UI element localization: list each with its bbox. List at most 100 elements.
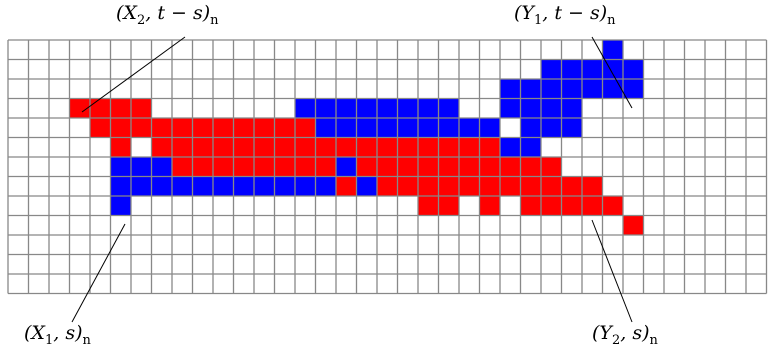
empty-cell	[28, 215, 49, 235]
blue-cell	[561, 79, 582, 99]
empty-cell	[725, 157, 746, 177]
empty-cell	[172, 196, 193, 216]
red-cell	[295, 118, 316, 138]
empty-cell	[479, 59, 500, 79]
red-cell	[459, 137, 480, 157]
empty-cell	[192, 40, 213, 60]
empty-cell	[664, 254, 685, 274]
empty-cell	[172, 59, 193, 79]
red-cell	[602, 196, 623, 216]
empty-cell	[725, 235, 746, 255]
empty-cell	[500, 59, 521, 79]
red-cell	[561, 176, 582, 196]
empty-cell	[90, 176, 111, 196]
empty-cell	[254, 59, 275, 79]
blue-cell	[397, 118, 418, 138]
empty-cell	[418, 40, 439, 60]
blue-cell	[377, 98, 398, 118]
grid-lines	[7, 39, 768, 295]
empty-cell	[49, 137, 70, 157]
empty-cell	[377, 59, 398, 79]
empty-cell	[541, 235, 562, 255]
empty-cell	[90, 157, 111, 177]
empty-cell	[131, 196, 152, 216]
empty-cell	[746, 196, 767, 216]
empty-cell	[746, 157, 767, 177]
empty-cell	[49, 215, 70, 235]
empty-cell	[602, 235, 623, 255]
blue-cell	[110, 196, 131, 216]
blue-cell	[520, 118, 541, 138]
empty-cell	[131, 274, 152, 294]
label-x1-s: (X1, s)n	[24, 322, 91, 348]
empty-cell	[28, 235, 49, 255]
empty-cell	[479, 254, 500, 274]
empty-cell	[254, 98, 275, 118]
red-cell	[233, 118, 254, 138]
empty-cell	[213, 59, 234, 79]
red-cell	[418, 176, 439, 196]
empty-cell	[684, 59, 705, 79]
empty-cell	[643, 137, 664, 157]
empty-cell	[397, 59, 418, 79]
empty-cell	[643, 59, 664, 79]
empty-cell	[172, 254, 193, 274]
empty-cell	[397, 254, 418, 274]
empty-cell	[664, 235, 685, 255]
blue-cell	[582, 59, 603, 79]
empty-cell	[623, 98, 644, 118]
blue-cell	[561, 118, 582, 138]
empty-cell	[602, 157, 623, 177]
empty-cell	[90, 59, 111, 79]
red-cell	[90, 98, 111, 118]
empty-cell	[49, 254, 70, 274]
empty-cell	[746, 79, 767, 99]
blue-cell	[602, 79, 623, 99]
empty-cell	[295, 274, 316, 294]
empty-cell	[479, 40, 500, 60]
empty-cell	[684, 40, 705, 60]
red-cell	[520, 176, 541, 196]
empty-cell	[377, 79, 398, 99]
blue-cell	[500, 79, 521, 99]
empty-cell	[746, 274, 767, 294]
empty-cell	[582, 254, 603, 274]
empty-cell	[151, 274, 172, 294]
red-cell	[151, 137, 172, 157]
empty-cell	[69, 137, 90, 157]
empty-cell	[664, 274, 685, 294]
empty-cell	[110, 254, 131, 274]
empty-cell	[418, 215, 439, 235]
empty-cell	[500, 235, 521, 255]
empty-cell	[295, 215, 316, 235]
blue-cell	[336, 98, 357, 118]
empty-cell	[131, 79, 152, 99]
empty-cell	[602, 215, 623, 235]
empty-cell	[746, 176, 767, 196]
blue-cell	[541, 98, 562, 118]
empty-cell	[418, 274, 439, 294]
empty-cell	[377, 274, 398, 294]
red-cell	[438, 176, 459, 196]
empty-cell	[172, 40, 193, 60]
empty-cell	[561, 137, 582, 157]
empty-cell	[479, 79, 500, 99]
empty-cell	[131, 40, 152, 60]
empty-cell	[643, 235, 664, 255]
empty-cell	[664, 118, 685, 138]
empty-cell	[213, 274, 234, 294]
empty-cell	[459, 254, 480, 274]
empty-cell	[582, 137, 603, 157]
empty-cell	[274, 274, 295, 294]
empty-cell	[315, 40, 336, 60]
red-cell	[172, 137, 193, 157]
red-cell	[541, 196, 562, 216]
empty-cell	[90, 215, 111, 235]
empty-cell	[725, 254, 746, 274]
blue-cell	[500, 98, 521, 118]
red-cell	[90, 118, 111, 138]
empty-cell	[705, 79, 726, 99]
empty-cell	[582, 235, 603, 255]
empty-cell	[643, 98, 664, 118]
red-cell	[418, 196, 439, 216]
